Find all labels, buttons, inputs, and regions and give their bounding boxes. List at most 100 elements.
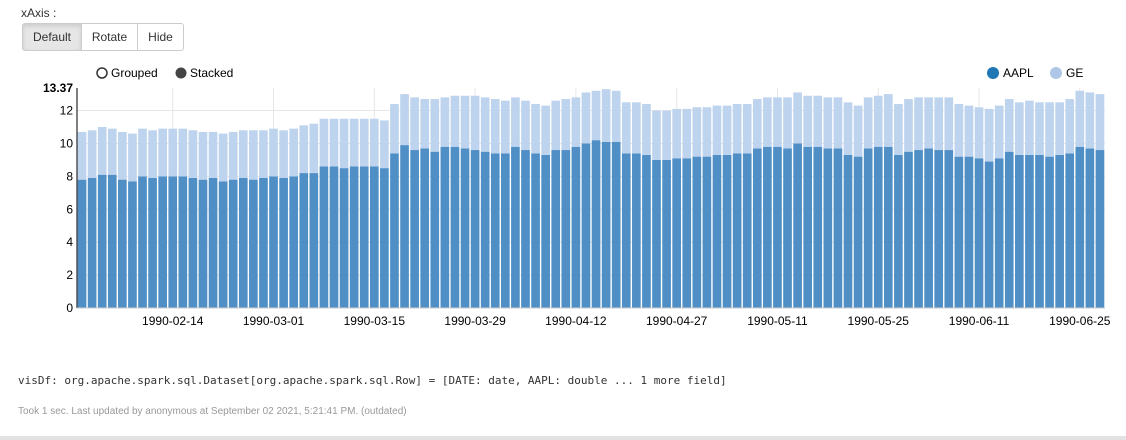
bar-ge[interactable] (1085, 92, 1095, 149)
bar-ge[interactable] (914, 97, 923, 151)
bar-ge[interactable] (964, 105, 974, 157)
bar-aapl[interactable] (1045, 156, 1054, 308)
bar-ge[interactable] (692, 107, 702, 157)
bar-aapl[interactable] (309, 173, 319, 308)
bar-ge[interactable] (148, 130, 157, 179)
bar-ge[interactable] (349, 118, 359, 167)
bar-ge[interactable] (228, 131, 238, 180)
bar-aapl[interactable] (1025, 154, 1034, 308)
bar-aapl[interactable] (178, 176, 188, 308)
bar-ge[interactable] (682, 108, 692, 159)
bar-aapl[interactable] (601, 141, 611, 308)
bar-ge[interactable] (359, 118, 369, 167)
bar-aapl[interactable] (440, 146, 450, 308)
bar-ge[interactable] (440, 97, 450, 147)
bar-aapl[interactable] (77, 179, 87, 308)
legend-ge-label[interactable]: GE (1066, 66, 1083, 80)
bar-ge[interactable] (974, 107, 984, 159)
bar-aapl[interactable] (813, 146, 823, 308)
bar-ge[interactable] (531, 103, 540, 154)
bar-ge[interactable] (803, 95, 813, 147)
bar-aapl[interactable] (803, 146, 813, 308)
bar-ge[interactable] (87, 130, 97, 179)
bar-aapl[interactable] (702, 156, 712, 308)
bar-ge[interactable] (1004, 99, 1014, 152)
bar-aapl[interactable] (269, 176, 278, 308)
bar-aapl[interactable] (763, 146, 772, 308)
bar-aapl[interactable] (1075, 146, 1085, 308)
bar-ge[interactable] (652, 110, 661, 160)
bar-ge[interactable] (1095, 94, 1105, 151)
bar-ge[interactable] (460, 95, 470, 149)
bar-aapl[interactable] (561, 150, 571, 308)
bar-aapl[interactable] (369, 166, 379, 308)
bar-aapl[interactable] (289, 176, 299, 308)
bar-aapl[interactable] (410, 150, 419, 308)
bar-ge[interactable] (611, 90, 621, 142)
bar-aapl[interactable] (894, 154, 903, 308)
bar-ge[interactable] (833, 97, 843, 149)
bar-ge[interactable] (168, 128, 178, 177)
bar-aapl[interactable] (460, 148, 470, 308)
bar-ge[interactable] (521, 100, 530, 151)
bar-aapl[interactable] (591, 140, 601, 308)
bar-ge[interactable] (118, 131, 127, 180)
bar-ge[interactable] (843, 102, 853, 155)
bar-aapl[interactable] (470, 150, 480, 308)
bar-aapl[interactable] (611, 141, 621, 308)
bar-aapl[interactable] (944, 150, 954, 308)
bar-aapl[interactable] (238, 178, 248, 308)
bar-ge[interactable] (178, 128, 188, 177)
bar-aapl[interactable] (299, 173, 309, 308)
bar-ge[interactable] (732, 103, 742, 154)
bar-ge[interactable] (994, 105, 1004, 159)
bar-aapl[interactable] (984, 161, 994, 308)
bar-aapl[interactable] (138, 176, 147, 308)
legend-ge-swatch[interactable] (1050, 67, 1062, 79)
bar-ge[interactable] (138, 128, 147, 177)
bar-ge[interactable] (783, 97, 792, 149)
bar-aapl[interactable] (853, 156, 863, 308)
bar-ge[interactable] (259, 130, 268, 179)
bar-aapl[interactable] (954, 156, 964, 308)
bar-aapl[interactable] (208, 178, 218, 308)
bar-ge[interactable] (400, 94, 409, 146)
bar-ge[interactable] (329, 118, 339, 167)
bar-ge[interactable] (984, 108, 994, 162)
bar-ge[interactable] (299, 125, 309, 174)
bar-aapl[interactable] (1095, 150, 1105, 308)
grouped-radio[interactable]: Grouped (96, 66, 158, 80)
bar-ge[interactable] (873, 95, 883, 147)
bar-ge[interactable] (480, 97, 490, 152)
bar-aapl[interactable] (843, 154, 853, 308)
bar-aapl[interactable] (934, 150, 944, 308)
bar-ge[interactable] (1025, 100, 1034, 155)
bar-aapl[interactable] (752, 148, 762, 308)
bar-aapl[interactable] (319, 166, 329, 308)
bar-aapl[interactable] (521, 150, 530, 308)
bar-ge[interactable] (702, 107, 712, 157)
bar-aapl[interactable] (1065, 153, 1075, 308)
bar-aapl[interactable] (511, 146, 520, 308)
bar-aapl[interactable] (390, 153, 399, 308)
bar-ge[interactable] (601, 89, 611, 142)
bar-aapl[interactable] (994, 158, 1004, 308)
bar-aapl[interactable] (773, 146, 782, 308)
bar-ge[interactable] (642, 103, 651, 155)
bar-ge[interactable] (712, 105, 722, 155)
bar-aapl[interactable] (249, 179, 258, 308)
legend-ge[interactable]: GE (1050, 66, 1083, 80)
bar-aapl[interactable] (1014, 154, 1024, 308)
bar-ge[interactable] (1065, 99, 1075, 154)
bar-ge[interactable] (722, 105, 732, 155)
bar-aapl[interactable] (450, 146, 460, 308)
bar-aapl[interactable] (107, 174, 117, 308)
bar-aapl[interactable] (359, 166, 369, 308)
legend-aapl-label[interactable]: AAPL (1003, 66, 1034, 80)
bar-aapl[interactable] (490, 153, 500, 308)
bar-ge[interactable] (289, 128, 299, 177)
legend-aapl[interactable]: AAPL (987, 66, 1034, 80)
bar-ge[interactable] (249, 130, 258, 180)
bar-ge[interactable] (571, 97, 581, 147)
bar-ge[interactable] (279, 130, 288, 179)
